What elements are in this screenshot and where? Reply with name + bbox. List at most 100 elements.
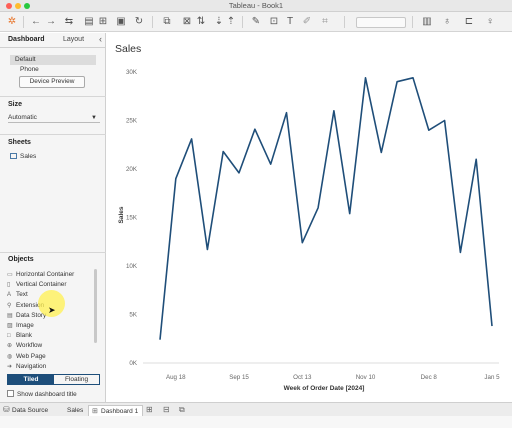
data-point[interactable] [285, 112, 287, 114]
minimize-window-button[interactable] [15, 3, 21, 9]
show-title-checkbox[interactable] [7, 390, 14, 397]
show-dashboard-title-option[interactable]: Show dashboard title [7, 390, 77, 398]
object-image[interactable]: ▨ Image [7, 321, 95, 331]
y-tick-label: 5K [129, 312, 137, 319]
share-icon[interactable]: ♁ [443, 16, 451, 27]
tab-layout[interactable]: Layout [63, 36, 85, 43]
device-phone-option[interactable]: Phone [20, 66, 39, 73]
object-data-story[interactable]: ▤ Data Story [7, 311, 95, 321]
new-dashboard-icon[interactable]: ⊟ [163, 405, 170, 414]
object-blank[interactable]: □ Blank [7, 331, 95, 341]
floating-button[interactable]: Floating [64, 376, 89, 383]
close-window-button[interactable] [6, 3, 12, 9]
y-tick-label: 0K [129, 360, 137, 367]
data-point[interactable] [428, 129, 430, 131]
object-horizontal-container[interactable]: ▭ Horizontal Container [7, 270, 95, 280]
save-icon[interactable]: ▤ [84, 16, 94, 27]
new-story-icon[interactable]: ⧉ [179, 405, 185, 414]
data-point[interactable] [206, 248, 208, 250]
undo-icon[interactable]: ← [31, 16, 41, 27]
refresh-icon[interactable]: ↻ [134, 16, 144, 27]
device-preview-button[interactable]: Device Preview [19, 76, 85, 88]
swap-rows-columns-icon[interactable]: ⇅ [196, 16, 206, 27]
new-worksheet-icon[interactable]: ⊞ [146, 405, 153, 414]
presentation-mode-icon[interactable]: ▥ [422, 16, 432, 27]
object-vertical-container[interactable]: ▯ Vertical Container [7, 280, 95, 290]
size-dropdown[interactable]: Automatic ▼ [8, 113, 100, 123]
new-data-source-icon[interactable]: ⊞ [98, 16, 108, 27]
sales-series-line[interactable] [159, 77, 493, 340]
sort-descending-icon[interactable]: ⇡ [226, 16, 236, 27]
data-point[interactable] [364, 77, 366, 79]
series-group [159, 77, 493, 341]
data-point[interactable] [317, 207, 319, 209]
x-axis-title: Week of Order Date [2024] [284, 385, 365, 392]
redo-icon[interactable]: → [46, 16, 56, 27]
swap-icon[interactable]: ⇆ [64, 16, 74, 27]
data-point[interactable] [475, 158, 477, 160]
dashboard-canvas[interactable] [107, 33, 512, 402]
new-sheet-icon[interactable]: ▣ [116, 16, 126, 27]
horizontal-container-icon: ▭ [7, 272, 13, 278]
size-value: Automatic [8, 114, 37, 121]
data-point[interactable] [333, 110, 335, 112]
tab-data-source[interactable]: Data Source [12, 407, 49, 414]
show-me-icon[interactable]: ♀ [486, 16, 494, 27]
x-tick-label: Jan 5 [484, 374, 500, 381]
sheet-item-sales[interactable]: Sales [10, 153, 36, 160]
worksheet-icon [10, 153, 17, 159]
data-point[interactable] [159, 339, 161, 341]
fit-dropdown[interactable] [356, 17, 406, 28]
data-point[interactable] [190, 138, 192, 140]
data-point[interactable] [459, 251, 461, 253]
object-navigation[interactable]: ➜ Navigation [7, 362, 95, 372]
data-point[interactable] [349, 212, 351, 214]
data-point[interactable] [269, 163, 271, 165]
tiled-button[interactable]: Tiled [8, 375, 54, 384]
data-point[interactable] [254, 128, 256, 130]
tab-sales[interactable]: Sales [67, 407, 84, 414]
object-label: Blank [16, 332, 32, 340]
objects-scrollbar[interactable] [94, 269, 97, 343]
tab-dashboard-1[interactable]: ⊞ Dashboard 1 [88, 405, 144, 416]
data-point[interactable] [222, 150, 224, 152]
clear-sheet-icon[interactable]: ⊠ [182, 16, 192, 27]
data-point[interactable] [412, 77, 414, 79]
extension-icon: ⚲ [7, 302, 12, 309]
cursor-highlight [38, 290, 65, 317]
data-point[interactable] [301, 242, 303, 244]
duplicate-sheet-icon[interactable]: ⧉ [163, 16, 171, 27]
object-extension[interactable]: ⚲ Extension [7, 301, 95, 311]
object-label: Web Page [16, 352, 46, 360]
format-icon[interactable]: ✐ [302, 16, 312, 27]
sheet-tab-bar: ⛁ Data Source Sales ⊞ Dashboard 1 ⊞ ⊟ ⧉ [0, 402, 512, 416]
data-point[interactable] [175, 178, 177, 180]
tableau-logo-icon[interactable]: ✲ [7, 16, 17, 27]
mouse-pointer-icon: ➤ [48, 305, 56, 315]
device-default-option[interactable]: Default [10, 55, 96, 65]
x-tick-label: Dec 8 [421, 374, 438, 381]
sort-ascending-icon[interactable]: ⇣ [214, 16, 224, 27]
zoom-window-button[interactable] [24, 3, 30, 9]
object-text[interactable]: A Text [7, 290, 95, 300]
object-workflow[interactable]: ⊕ Workflow [7, 341, 95, 351]
highlight-icon[interactable]: ✎ [251, 16, 261, 27]
sheet-item-label: Sales [20, 153, 37, 160]
show-labels-icon[interactable]: T [286, 16, 294, 27]
group-members-icon[interactable]: ⊡ [269, 16, 279, 27]
y-tick-label: 10K [126, 263, 138, 270]
fit-width-icon[interactable]: ⊏ [464, 16, 474, 27]
data-point[interactable] [491, 325, 493, 327]
object-label: Image [16, 321, 34, 329]
object-label: Data Story [16, 311, 47, 319]
fix-axes-icon[interactable]: ⌗ [322, 16, 328, 27]
data-point[interactable] [396, 81, 398, 83]
data-point[interactable] [238, 172, 240, 174]
chevron-left-icon[interactable]: ‹ [99, 34, 102, 44]
tab-dashboard[interactable]: Dashboard [8, 36, 45, 43]
data-point[interactable] [380, 151, 382, 153]
status-bar [0, 416, 512, 428]
data-point[interactable] [443, 119, 445, 121]
sales-line-chart[interactable]: Sales 0K 5K 10K 15K 20K 25K 30K Aug 18 Sep 15 Oc… [107, 60, 512, 398]
object-web-page[interactable]: ◍ Web Page [7, 352, 95, 362]
